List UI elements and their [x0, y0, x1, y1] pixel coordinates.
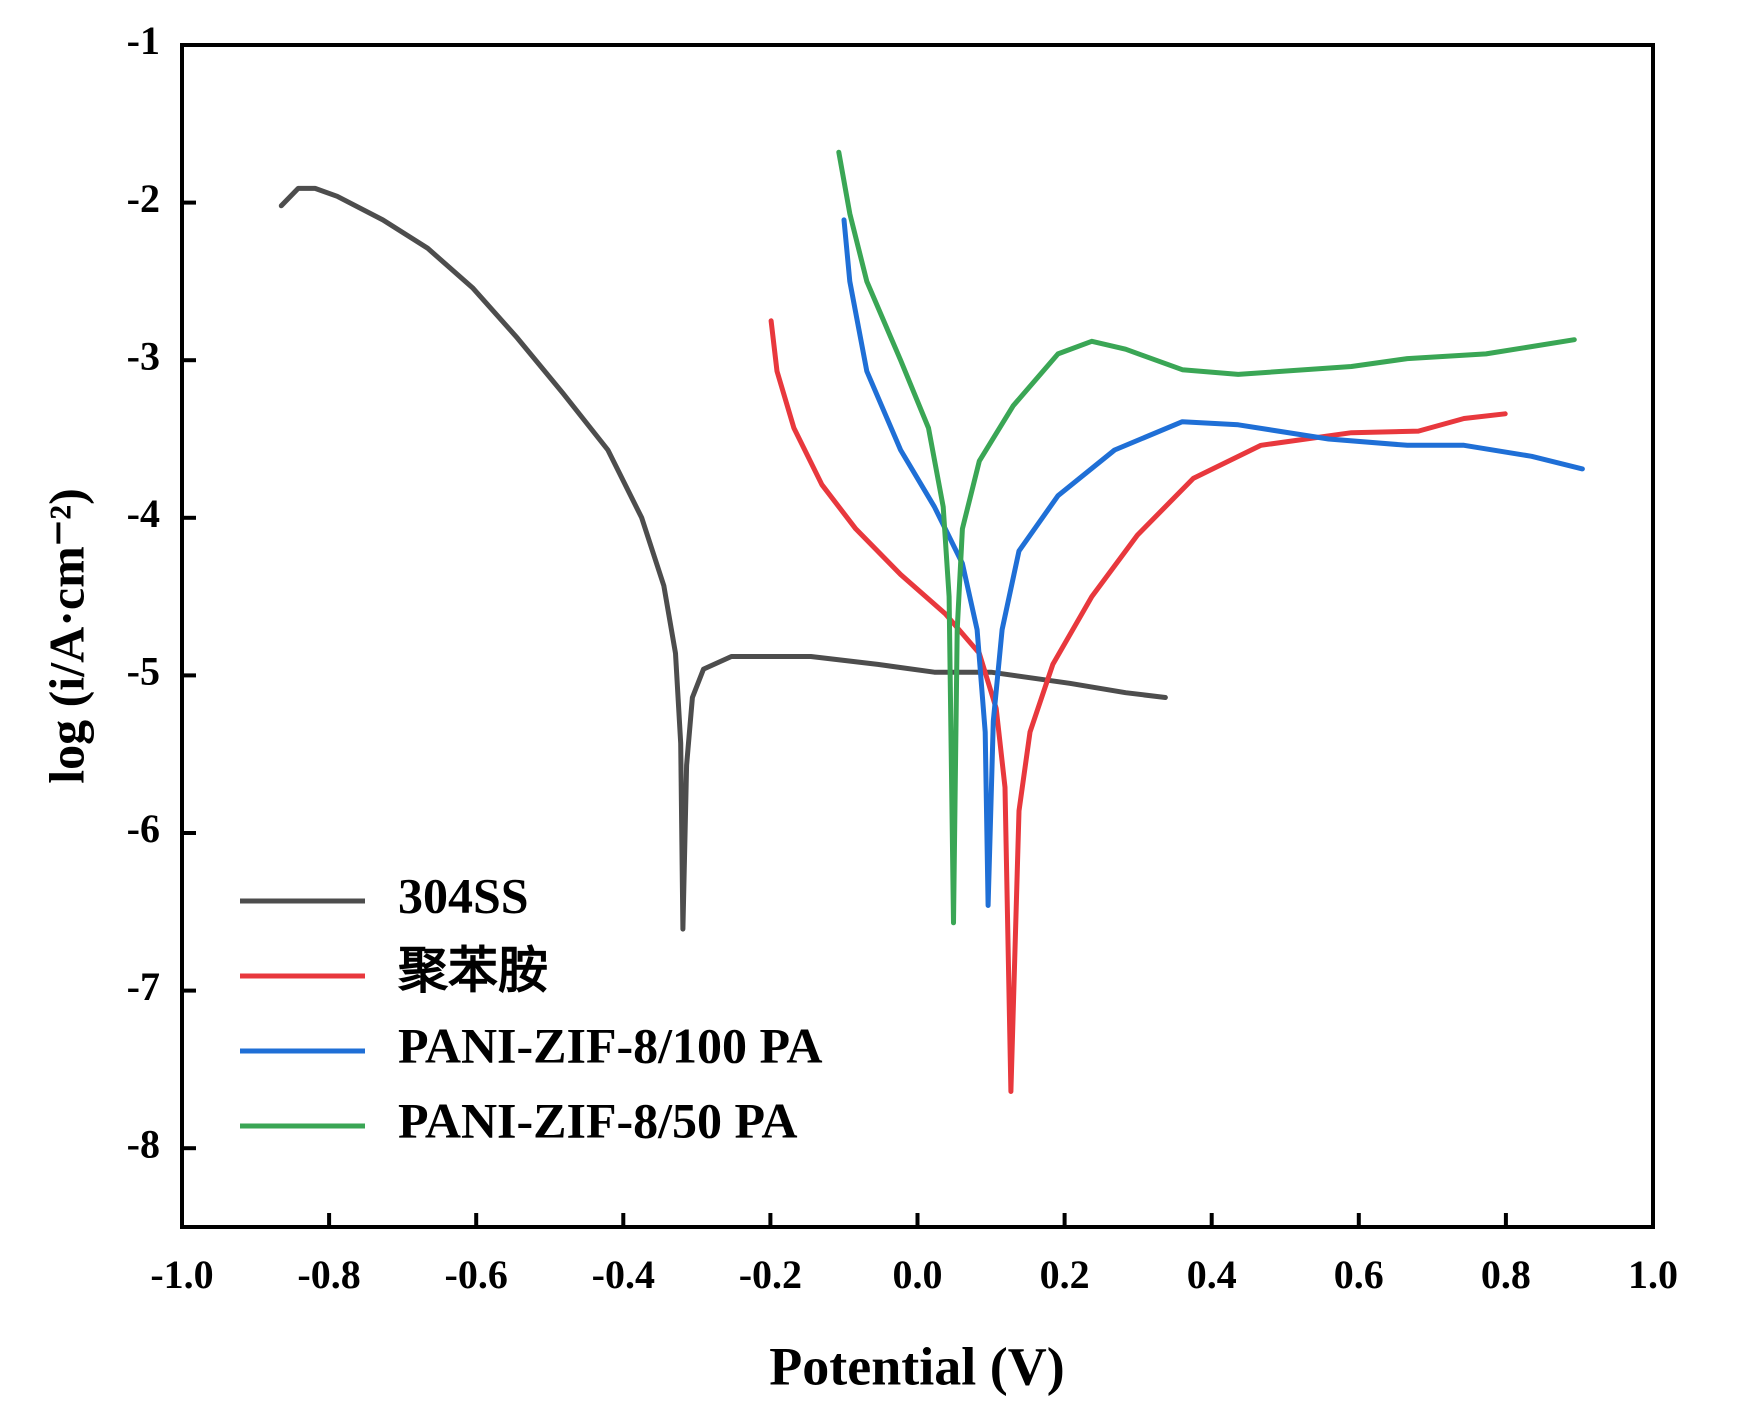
x-tick-label: -1.0	[150, 1252, 213, 1297]
legend-label: 304SS	[398, 867, 529, 923]
y-tick-label: -7	[127, 964, 160, 1009]
data-line	[841, 217, 1585, 908]
y-tick-label: -4	[127, 491, 160, 536]
y-tick-label: -5	[127, 649, 160, 694]
x-tick-label: -0.6	[445, 1252, 508, 1297]
y-tick-label: -3	[127, 333, 160, 378]
x-tick-label: -0.2	[739, 1252, 802, 1297]
y-tick-label: -2	[127, 176, 160, 221]
x-tick-label: 0.6	[1334, 1252, 1384, 1297]
x-axis-label: Potential (V)	[769, 1336, 1064, 1396]
data-line	[278, 185, 1168, 932]
x-tick-label: 0.0	[893, 1252, 943, 1297]
legend-label: PANI-ZIF-8/50 PA	[398, 1092, 798, 1148]
x-tick-label: 0.4	[1187, 1252, 1237, 1297]
y-tick-label: -8	[127, 1121, 160, 1166]
legend-label: 聚苯胺	[397, 942, 548, 998]
x-tick-label: 1.0	[1628, 1252, 1678, 1297]
x-tick-label: 0.2	[1040, 1252, 1090, 1297]
y-tick-label: -1	[127, 18, 160, 63]
x-tick-label: -0.4	[592, 1252, 655, 1297]
y-axis-label: log (i/A·cm⁻²)	[38, 488, 94, 783]
y-tick-label: -6	[127, 806, 160, 851]
x-tick-label: 0.8	[1481, 1252, 1531, 1297]
data-line	[836, 149, 1577, 926]
x-tick-label: -0.8	[297, 1252, 360, 1297]
data-line	[768, 318, 1508, 1094]
legend-label: PANI-ZIF-8/100 PA	[398, 1017, 823, 1073]
